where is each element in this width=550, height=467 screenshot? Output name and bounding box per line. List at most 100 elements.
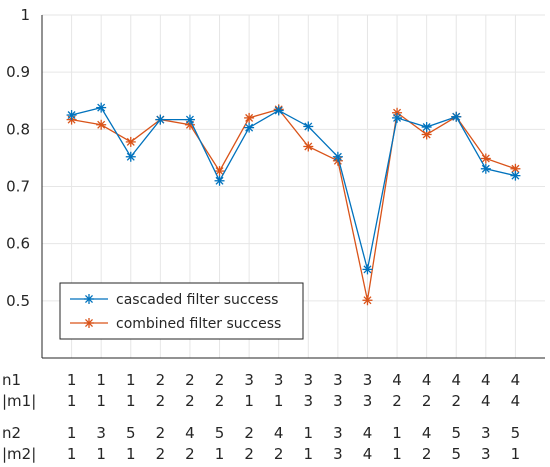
row-value: 4 [451,371,461,389]
marker-stroke [215,176,224,185]
marker-stroke [363,265,372,274]
row-value: 1 [96,445,106,463]
row-value: 1 [67,392,77,410]
data-point [125,136,136,147]
row-value: 1 [96,392,106,410]
marker-stroke [215,167,224,176]
row-value: 2 [451,392,461,410]
data-point [332,151,343,162]
marker-stroke [363,296,372,305]
row-value: 1 [304,424,314,442]
row-value: 4 [422,371,432,389]
data-point [66,110,77,121]
data-point [273,105,284,116]
row-value: 2 [185,445,195,463]
data-point [125,151,136,162]
series-layer [66,102,521,306]
marker-stroke [185,115,194,124]
row-value: 5 [451,424,461,442]
data-point [184,114,195,125]
marker-stroke [304,122,313,131]
row-value: 1 [392,424,402,442]
data-point [392,112,403,123]
row-value: 1 [304,445,314,463]
legend: cascaded filter success combined filter s… [59,282,304,340]
data-point [510,170,521,181]
marker-stroke [511,171,520,180]
marker-stroke [422,123,431,132]
row-value: 4 [481,392,491,410]
row-value: 3 [481,424,491,442]
row-value: 3 [363,371,373,389]
row-value: 5 [511,424,521,442]
row-value: 3 [333,371,343,389]
marker-stroke [126,137,135,146]
marker-stroke [304,142,313,151]
marker-stroke [156,115,165,124]
row-value: 1 [67,445,77,463]
row-label: n2 [2,424,21,442]
data-point [84,318,94,328]
data-point [214,166,225,177]
marker-stroke [481,164,490,173]
row-value: 4 [363,424,373,442]
marker-stroke [97,103,106,112]
data-point [480,163,491,174]
marker-stroke [274,106,283,115]
y-tick-label: 0.5 [6,292,30,310]
data-point [244,122,255,133]
data-point [96,102,107,113]
row-value: 1 [274,392,284,410]
y-tick-label: 1 [20,6,30,24]
data-point [84,294,94,304]
row-value: 1 [67,424,77,442]
row-value: 4 [363,445,373,463]
data-point [303,141,314,152]
row-value: 2 [215,371,225,389]
row-value: 3 [244,371,254,389]
data-point [451,111,462,122]
marker-stroke [333,152,342,161]
row-label: |m2| [2,445,36,463]
row-value: 4 [511,371,521,389]
y-tick-labels: 0.5 0.6 0.7 0.8 0.9 1 [6,6,30,310]
row-value: 3 [274,371,284,389]
row-value: 3 [333,424,343,442]
data-point [244,112,255,123]
row-value: 4 [422,424,432,442]
row-value: 2 [422,445,432,463]
row-value: 3 [333,445,343,463]
series-combined [66,104,521,306]
row-value: 5 [126,424,136,442]
marker-stroke [245,113,254,122]
row-value: 5 [215,424,225,442]
data-point [421,122,432,133]
row-value: 4 [511,392,521,410]
row-value: 2 [244,424,254,442]
y-tick-label: 0.6 [6,235,30,253]
row-value: 1 [392,445,402,463]
row-value: 5 [451,445,461,463]
row-value: 1 [215,445,225,463]
legend-label: combined filter success [116,316,281,332]
row-value: 4 [481,371,491,389]
marker-stroke [452,112,461,121]
row-value: 3 [96,424,106,442]
row-value: 2 [156,392,166,410]
legend-label: cascaded filter success [116,292,278,308]
row-value: 2 [244,445,254,463]
marker-stroke [85,319,93,327]
row-value: 1 [511,445,521,463]
row-value: 3 [304,371,314,389]
data-point [96,119,107,130]
data-point [155,114,166,125]
row-value: 1 [67,371,77,389]
marker-stroke [126,152,135,161]
row-value: 2 [422,392,432,410]
marker-stroke [245,123,254,132]
series-cascaded [66,102,521,275]
row-value: 3 [304,392,314,410]
data-point [480,153,491,164]
row-value: 3 [333,392,343,410]
legend-box [59,282,304,340]
